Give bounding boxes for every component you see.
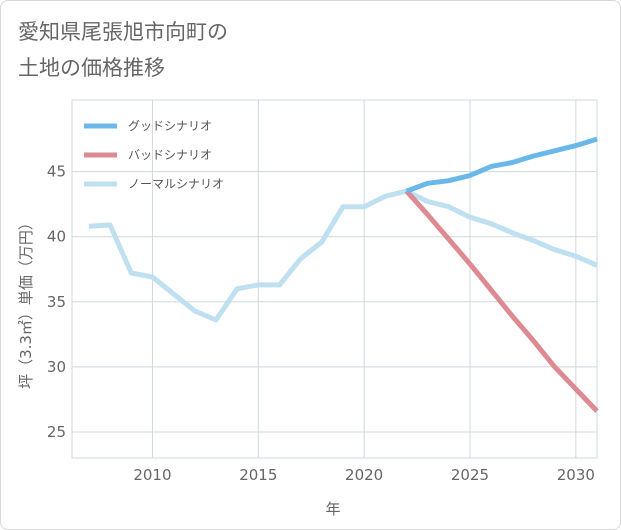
chart-title: 愛知県尾張旭市向町の 土地の価格推移	[18, 20, 228, 80]
legend-label-1: バッドシナリオ	[128, 148, 212, 162]
y-tick-label-40: 40	[47, 228, 66, 246]
x-axis-label: 年	[325, 500, 340, 518]
x-tick-label-2020: 2020	[345, 466, 383, 484]
x-tick-label-2015: 2015	[239, 466, 277, 484]
series-line-1	[404, 189, 599, 413]
series-line-0	[405, 136, 598, 194]
x-tick-label-2025: 2025	[451, 466, 489, 484]
tick-labels: 2010 2015 2020 2025 2030 25 30 35 40 45	[47, 163, 595, 484]
y-tick-label-45: 45	[47, 163, 66, 181]
series-lines	[88, 136, 599, 413]
y-tick-label-25: 25	[47, 423, 66, 441]
x-tick-label-2010: 2010	[133, 466, 171, 484]
series-line-2	[88, 188, 598, 323]
y-tick-label-35: 35	[47, 293, 66, 311]
y-axis-label: 坪（3.3㎡）単価（万円）	[17, 215, 35, 389]
x-tick-label-2030: 2030	[557, 466, 595, 484]
legend-label-0: グッドシナリオ	[128, 119, 212, 133]
y-tick-label-30: 30	[47, 358, 66, 376]
legend-label-2: ノーマルシナリオ	[128, 177, 224, 191]
grid-lines	[72, 100, 597, 458]
plot-area	[71, 99, 598, 459]
